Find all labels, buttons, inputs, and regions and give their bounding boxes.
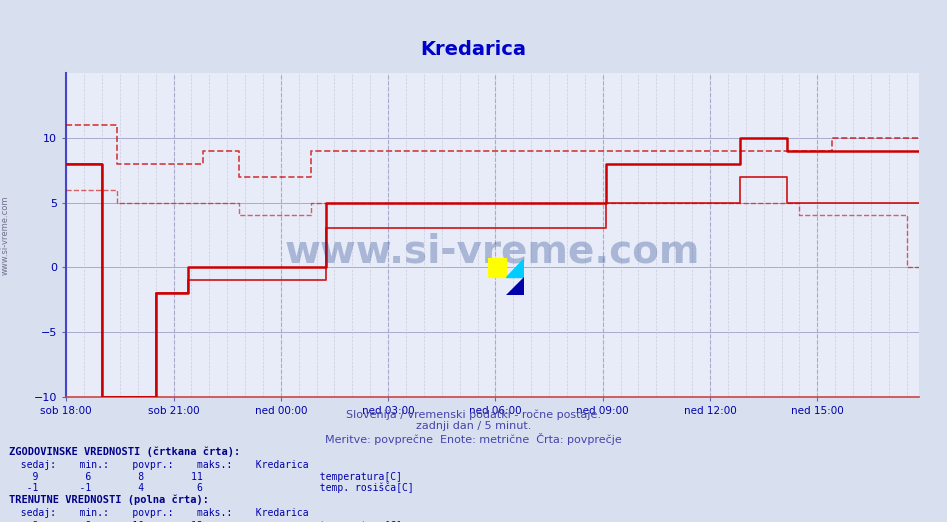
Text: temperatura[C]: temperatura[C] xyxy=(308,472,402,482)
Text: 9        6        8        11: 9 6 8 11 xyxy=(9,472,204,482)
Text: TRENUTNE VREDNOSTI (polna črta):: TRENUTNE VREDNOSTI (polna črta): xyxy=(9,495,209,505)
Text: www.si-vreme.com: www.si-vreme.com xyxy=(285,232,700,270)
Text: 9        8       10        12: 9 8 10 12 xyxy=(9,521,204,522)
Text: temp. rosišča[C]: temp. rosišča[C] xyxy=(308,483,414,493)
Polygon shape xyxy=(506,258,524,277)
Text: sedaj:    min.:    povpr.:    maks.:    Kredarica: sedaj: min.: povpr.: maks.: Kredarica xyxy=(9,508,309,518)
Bar xyxy=(488,258,506,277)
Text: zadnji dan / 5 minut.: zadnji dan / 5 minut. xyxy=(416,421,531,431)
Text: Slovenija / vremenski podatki - ročne postaje.: Slovenija / vremenski podatki - ročne po… xyxy=(346,410,601,420)
Text: ZGODOVINSKE VREDNOSTI (črtkana črta):: ZGODOVINSKE VREDNOSTI (črtkana črta): xyxy=(9,446,241,457)
Text: www.si-vreme.com: www.si-vreme.com xyxy=(0,195,9,275)
Polygon shape xyxy=(506,277,524,295)
Text: sedaj:    min.:    povpr.:    maks.:    Kredarica: sedaj: min.: povpr.: maks.: Kredarica xyxy=(9,460,309,470)
Text: -1       -1        4         6: -1 -1 4 6 xyxy=(9,483,204,493)
Text: temperatura[C]: temperatura[C] xyxy=(308,521,402,522)
Text: Kredarica: Kredarica xyxy=(420,40,527,59)
Text: Meritve: povprečne  Enote: metrične  Črta: povprečje: Meritve: povprečne Enote: metrične Črta:… xyxy=(325,433,622,445)
